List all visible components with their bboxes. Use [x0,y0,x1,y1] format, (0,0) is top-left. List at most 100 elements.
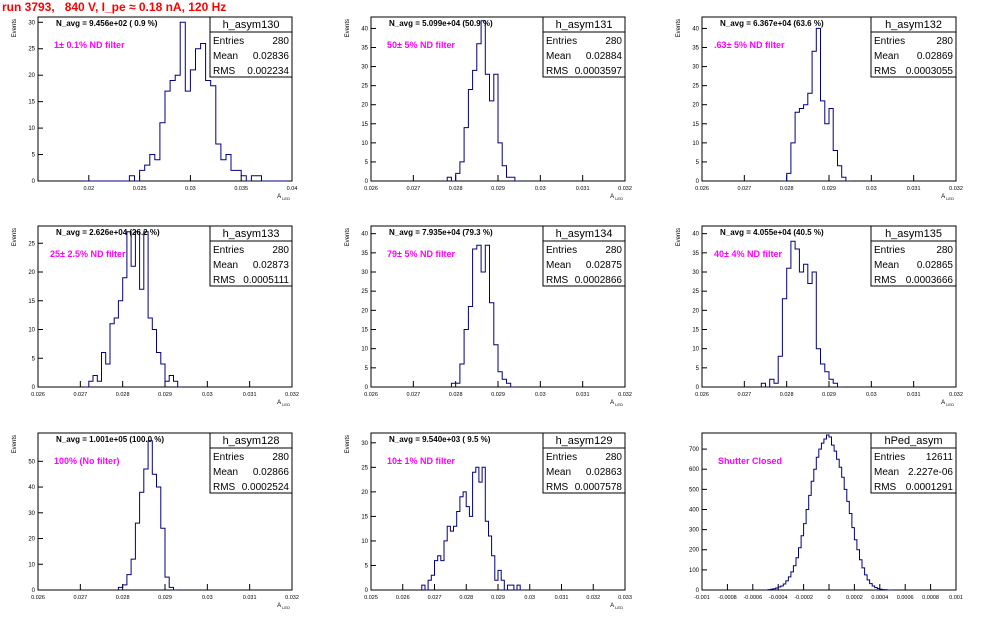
stats-value: 0.0003597 [575,66,623,77]
y-tick-label: 400 [689,507,700,513]
stats-value: 0.0002524 [242,482,290,493]
y-tick-label: 10 [361,347,368,353]
stats-label: Entries [546,245,577,256]
x-tick-label: 0.026 [364,186,378,192]
x-tick-label: 0.028 [459,595,473,601]
y-tick-label: 30 [28,20,35,26]
y-tick-label: 0 [696,179,700,185]
x-tick-label: 0.026 [695,186,709,192]
histogram-series [760,240,842,388]
x-tick-label: 0.028 [449,392,463,398]
y-axis-label: Events [345,435,351,453]
stats-label: RMS [213,482,236,493]
y-tick-label: 0 [32,588,36,594]
y-tick-label: 20 [692,103,699,109]
y-tick-label: 20 [361,103,368,109]
x-tick-label: 0.027 [737,186,751,192]
histogram-panel-h_asym133: 0 5 10 15 20 25 0.026 0.027 0.028 0.029 0.03 0.031 0… [12,225,299,407]
stats-label: RMS [213,66,236,77]
y-axis-label: Events [676,228,682,246]
stats-value: 0.02873 [253,260,290,271]
navg-label: N_avg = 6.367e+04 (63.6 %) [720,19,824,28]
x-tick-label: -0.0006 [743,595,762,601]
stats-value: 0.02836 [253,51,290,62]
stats-value: 280 [272,245,289,256]
x-tick-label: 0.026 [695,392,709,398]
histogram-series [450,244,515,388]
stats-box: h_asym134 Entries 280 Mean 0.02875 RMS 0.00028… [542,225,626,287]
histogram-panel-h_asym134: 0 5 10 15 20 25 30 35 40 0.026 0.027 0.028 0.029 0.03… [345,225,632,407]
x-tick-label: 0.028 [449,186,463,192]
y-tick-label: 25 [28,47,35,53]
x-tick-label: 0.031 [576,186,590,192]
x-tick-label: 0.001 [949,595,963,601]
x-tick-label: 0.026 [396,595,410,601]
x-tick-label: 0.027 [428,595,442,601]
x-tick-label: 0.032 [618,392,632,398]
x-tick-label: 0.031 [907,392,921,398]
x-axis-label: A LED [610,400,623,407]
histogram-series [446,20,520,182]
x-tick-label: 0.032 [586,595,600,601]
y-tick-label: 15 [361,514,368,520]
y-tick-label: 5 [365,366,369,372]
y-tick-label: 30 [28,511,35,517]
x-tick-label: 0.031 [555,595,569,601]
y-tick-label: 20 [28,270,35,276]
y-axis-label: Events [345,19,351,37]
x-tick-label: 0.028 [116,595,130,601]
stats-label: RMS [874,275,897,286]
navg-label: N_avg = 7.935e+04 (79.3 %) [389,228,493,237]
y-tick-label: 0 [696,385,700,391]
x-tick-label: 0.025 [133,186,147,192]
stats-box: h_asym132 Entries 280 Mean 0.02869 RMS 0.00030… [870,16,957,78]
stats-label: RMS [874,66,897,77]
filter-annotation: 10± 1% ND filter [387,456,455,466]
y-tick-label: 15 [692,122,699,128]
y-tick-label: 5 [32,356,36,362]
y-tick-label: 30 [361,65,368,71]
histogram-series [782,27,851,182]
x-axis-label: A LED [941,194,954,201]
stats-label: RMS [213,275,236,286]
navg-label: N_avg = 5.099e+04 (50.9 %) [389,19,493,28]
stats-label: RMS [546,66,569,77]
y-tick-label: 25 [692,289,699,295]
y-tick-label: 35 [692,46,699,52]
y-tick-label: 200 [689,548,700,554]
stats-value: 0.02865 [917,260,954,271]
stats-title: h_asym128 [223,435,280,447]
x-tick-label: 0.035 [234,186,248,192]
histogram-panel-h_asym132: 0 5 10 15 20 25 30 35 40 0.026 0.027 0.028 0.029 0.03… [676,16,963,201]
y-tick-label: 35 [361,251,368,257]
y-tick-label: 40 [361,232,368,238]
stats-label: Mean [213,260,238,271]
x-tick-label: 0.03 [535,392,546,398]
y-axis-label: Events [12,435,18,453]
stats-title: h_asym132 [885,19,942,31]
histogram-panel-h_asym130: 0 5 10 15 20 25 30 0.02 0.025 0.03 0.035 0.04 Events… [12,16,297,201]
y-tick-label: 5 [365,563,369,569]
y-tick-label: 20 [361,490,368,496]
y-tick-label: 10 [28,562,35,568]
y-tick-label: 40 [28,485,35,491]
stats-label: Mean [874,51,899,62]
x-tick-label: 0.031 [243,595,257,601]
y-tick-label: 20 [28,537,35,543]
stats-label: Entries [213,452,244,463]
x-tick-label: 0.027 [73,595,87,601]
stats-title: h_asym133 [223,228,280,240]
y-tick-label: 30 [692,65,699,71]
x-tick-label: 0.028 [780,392,794,398]
stats-title: h_asym129 [556,435,613,447]
navg-label: N_avg = 1.001e+05 (100.0 %) [56,435,164,444]
y-tick-label: 15 [28,299,35,305]
stats-label: Mean [546,467,571,478]
histogram-panel-h_asym135: 0 5 10 15 20 25 30 35 40 0.026 0.027 0.028 0.029 0.03… [676,225,963,407]
y-tick-label: 35 [361,46,368,52]
x-tick-label: 0.029 [491,595,505,601]
histogram-series [117,440,178,591]
stats-label: Mean [213,51,238,62]
x-tick-label: 0.026 [31,595,45,601]
stats-box: h_asym129 Entries 280 Mean 0.02863 RMS 0.00075… [542,432,626,494]
